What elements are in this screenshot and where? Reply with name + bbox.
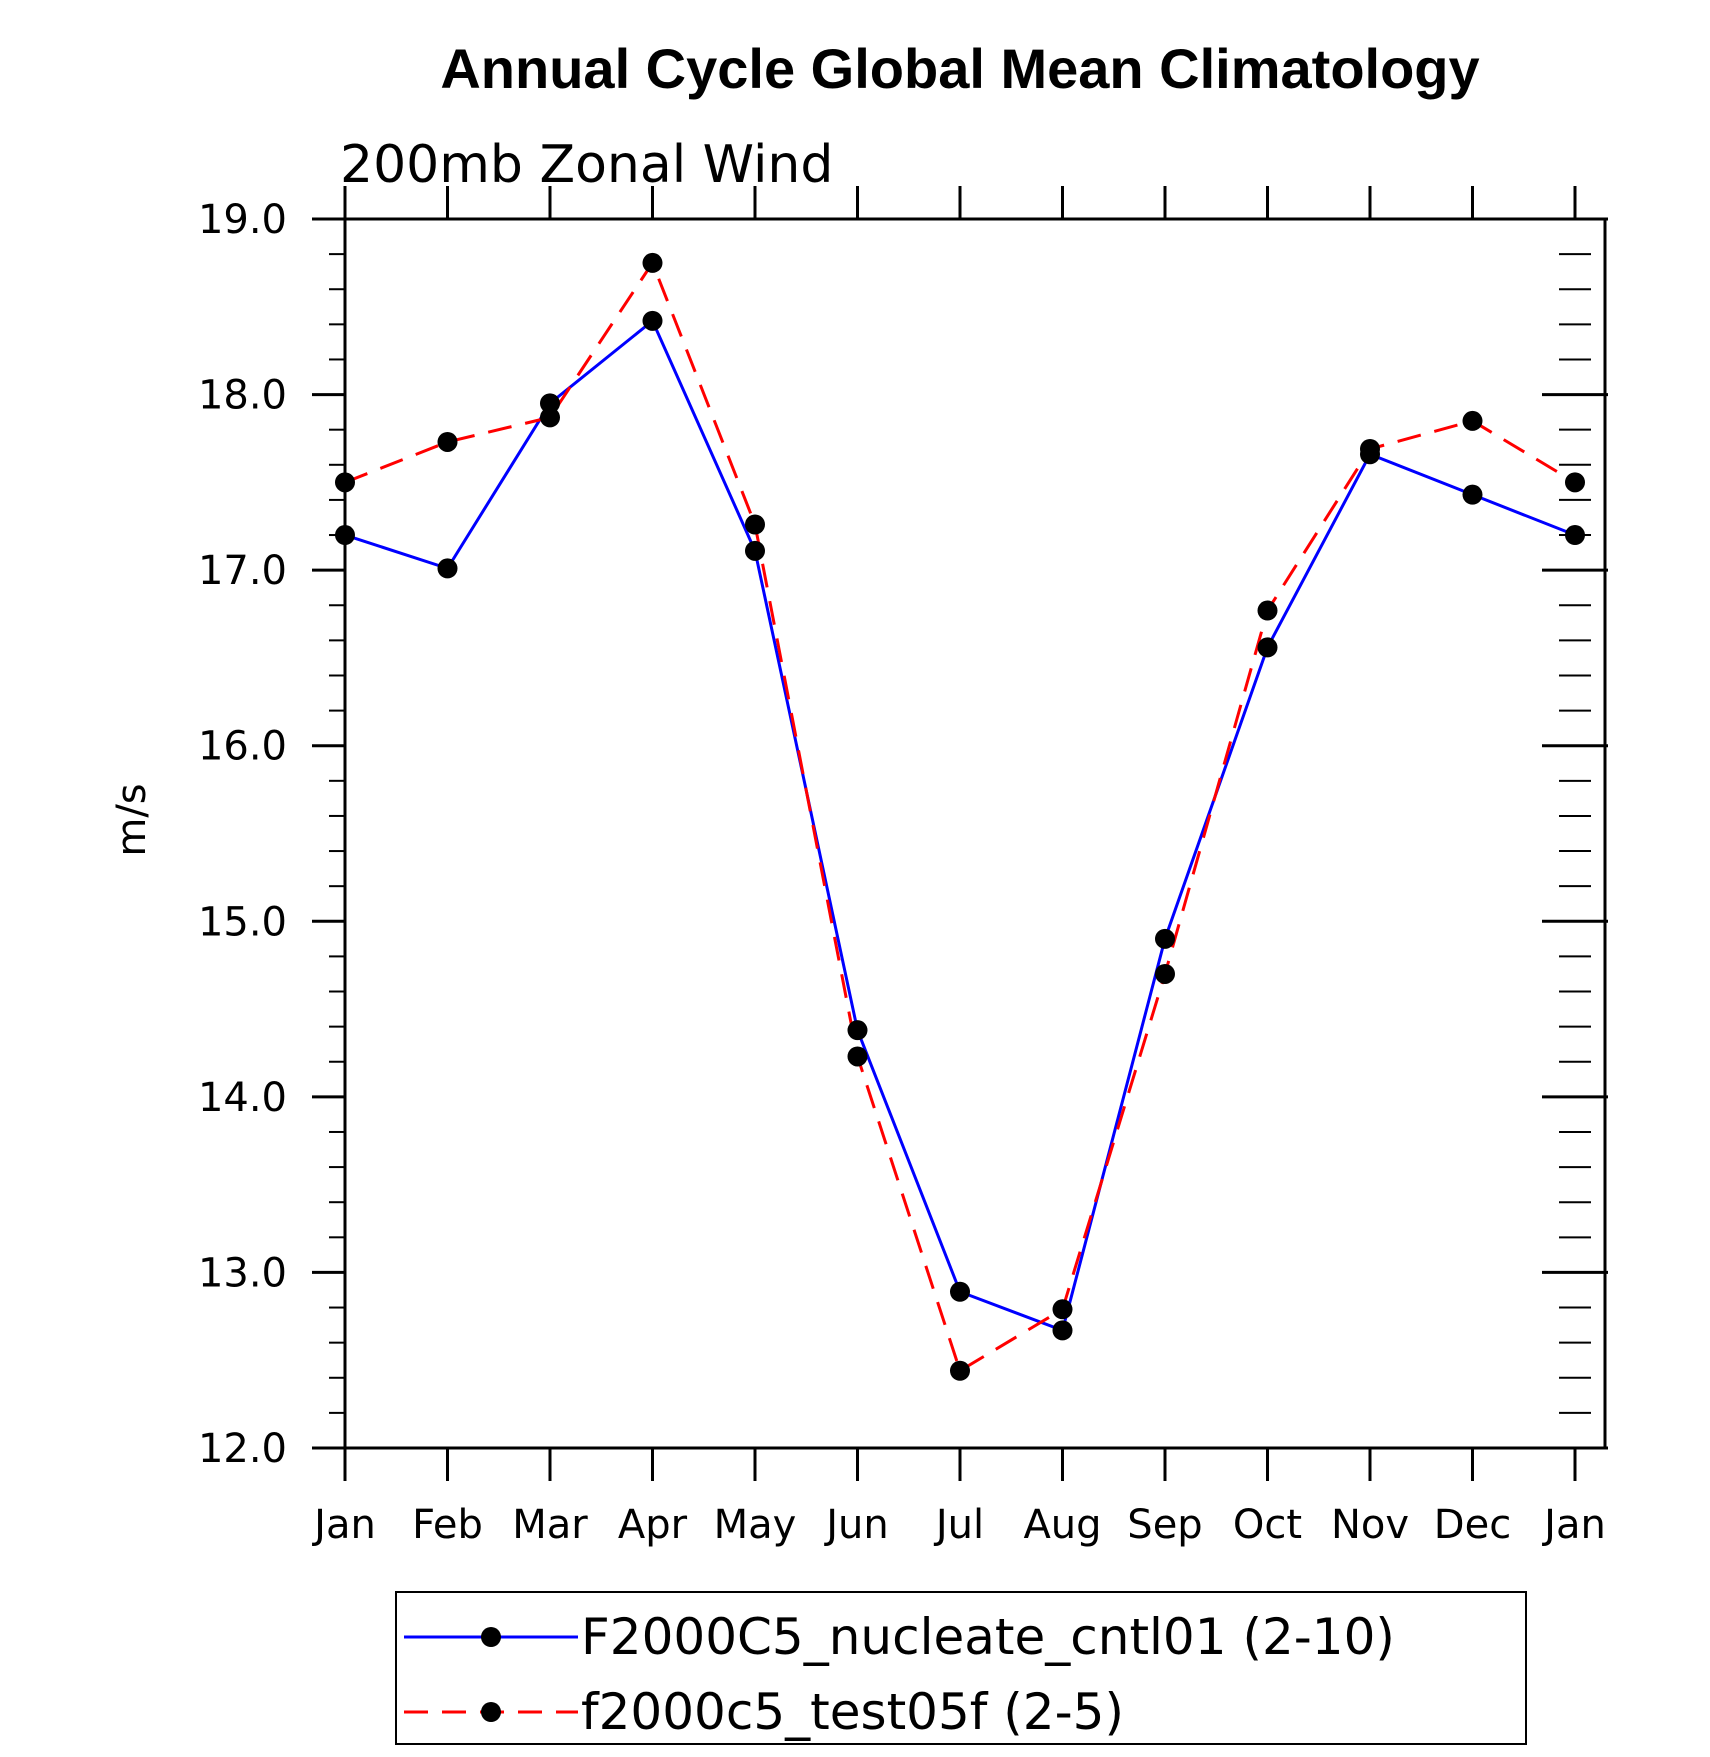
series-lines <box>344 259 1576 1374</box>
data-point-series-0 <box>1155 928 1175 949</box>
x-tick-label: Aug <box>1023 1502 1101 1548</box>
data-point-series-1 <box>540 407 560 428</box>
data-point-series-0 <box>1462 484 1483 505</box>
data-point-series-1 <box>745 514 765 535</box>
data-point-series-0 <box>1257 637 1278 658</box>
y-tick-label: 15.0 <box>198 899 287 945</box>
x-tick-label: Jun <box>823 1502 889 1548</box>
data-point-series-1 <box>1052 1299 1073 1320</box>
data-point-series-0 <box>437 558 458 579</box>
y-tick-label: 12.0 <box>198 1426 287 1472</box>
data-point-series-1 <box>847 1046 868 1067</box>
y-tick-label: 16.0 <box>198 724 287 770</box>
x-tick-label: Jul <box>933 1502 984 1548</box>
x-tick-label: Mar <box>512 1502 588 1548</box>
x-tick-label: Apr <box>618 1502 688 1548</box>
legend-marker-cntl01 <box>481 1627 501 1647</box>
series-markers <box>335 252 1585 1381</box>
x-tick-label: May <box>714 1502 797 1548</box>
y-tick-label: 18.0 <box>198 373 287 419</box>
x-tick-label: Jan <box>1541 1502 1606 1548</box>
legend-marker-test05f <box>481 1702 501 1722</box>
series-line-0 <box>344 318 1576 1333</box>
y-tick-label: 13.0 <box>198 1250 287 1296</box>
y-tick-label: 14.0 <box>198 1075 287 1121</box>
y-tick-label: 19.0 <box>198 197 287 243</box>
data-point-series-0 <box>1565 525 1585 546</box>
data-point-series-0 <box>642 310 663 331</box>
legend: F2000C5_nucleate_cntl01 (2-10) f2000c5_t… <box>395 1591 1527 1745</box>
tick-labels: Jan Feb Mar Apr May Jun Jul Aug Sep Oct Nov Dec Jan 1… <box>198 197 1606 1548</box>
data-point-series-1 <box>1360 438 1380 459</box>
data-point-series-1 <box>1257 600 1278 621</box>
chart-subtitle: 200mb Zonal Wind <box>340 135 833 195</box>
legend-label-test05f: f2000c5_test05f (2-5) <box>581 1683 1124 1741</box>
data-point-series-1 <box>950 1360 970 1381</box>
series-line-1 <box>344 259 1576 1374</box>
chart-title: Annual Cycle Global Mean Climatology <box>440 37 1479 100</box>
data-point-series-0 <box>540 393 560 414</box>
x-tick-label: Dec <box>1434 1502 1511 1548</box>
data-point-series-1 <box>1155 963 1175 984</box>
data-point-series-1 <box>437 431 458 452</box>
x-tick-label: Nov <box>1331 1502 1409 1548</box>
legend-box <box>395 1591 1527 1745</box>
axis-ticks <box>312 186 1608 1481</box>
data-point-series-0 <box>1052 1320 1073 1341</box>
y-tick-label: 17.0 <box>198 548 287 594</box>
y-axis-label: m/s <box>109 783 155 856</box>
x-tick-label: Sep <box>1127 1502 1202 1548</box>
data-point-series-1 <box>1462 410 1483 431</box>
data-point-series-1 <box>1565 472 1585 493</box>
data-point-series-1 <box>642 252 663 273</box>
plot-frame <box>343 217 1607 1450</box>
data-point-series-0 <box>745 540 765 561</box>
data-point-series-0 <box>950 1281 970 1302</box>
legend-label-cntl01: F2000C5_nucleate_cntl01 (2-10) <box>581 1608 1395 1666</box>
data-point-series-0 <box>847 1020 868 1041</box>
x-tick-label: Feb <box>412 1502 483 1548</box>
x-tick-label: Jan <box>311 1502 376 1548</box>
x-tick-label: Oct <box>1233 1502 1302 1548</box>
